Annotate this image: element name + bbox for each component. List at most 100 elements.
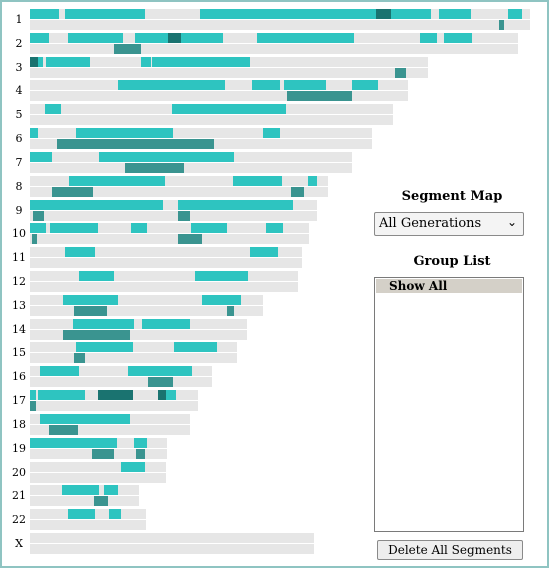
segment-top[interactable] bbox=[352, 80, 378, 90]
chromosome-track-bottom[interactable] bbox=[30, 425, 190, 435]
segment-bottom[interactable] bbox=[33, 211, 44, 221]
segment-top[interactable] bbox=[172, 104, 286, 114]
segment-bottom[interactable] bbox=[92, 449, 114, 459]
segment-bottom[interactable] bbox=[30, 401, 36, 411]
chromosome-track-bottom[interactable] bbox=[30, 187, 328, 197]
segment-top[interactable] bbox=[202, 295, 241, 305]
segment-overlap[interactable] bbox=[30, 57, 38, 67]
chromosome-track-top[interactable] bbox=[30, 295, 263, 305]
segment-overlap[interactable] bbox=[158, 390, 166, 400]
segment-top[interactable] bbox=[284, 80, 326, 90]
segment-bottom[interactable] bbox=[52, 187, 93, 197]
segment-bottom[interactable] bbox=[57, 139, 214, 149]
segment-top[interactable] bbox=[128, 366, 192, 376]
chromosome-track-bottom[interactable] bbox=[30, 91, 408, 101]
segment-top[interactable] bbox=[178, 200, 293, 210]
segment-bottom[interactable] bbox=[136, 449, 145, 459]
segment-top[interactable] bbox=[104, 485, 118, 495]
segment-top[interactable] bbox=[439, 9, 471, 19]
chromosome-track-top[interactable] bbox=[30, 200, 317, 210]
segment-top[interactable] bbox=[73, 319, 134, 329]
chromosome-track-top[interactable] bbox=[30, 247, 302, 257]
chromosome-track-top[interactable] bbox=[30, 128, 372, 138]
segment-top[interactable] bbox=[200, 9, 376, 19]
segment-top[interactable] bbox=[131, 223, 147, 233]
segment-top[interactable] bbox=[109, 509, 121, 519]
segment-bottom[interactable] bbox=[74, 306, 107, 316]
segment-bottom[interactable] bbox=[287, 91, 352, 101]
segment-top[interactable] bbox=[135, 33, 168, 43]
segment-top[interactable] bbox=[152, 57, 250, 67]
chromosome-track-top[interactable] bbox=[30, 533, 314, 543]
segment-overlap[interactable] bbox=[98, 390, 133, 400]
segment-top[interactable] bbox=[165, 390, 176, 400]
chromosome-track-bottom[interactable] bbox=[30, 115, 393, 125]
segment-top[interactable] bbox=[30, 438, 117, 448]
segment-bottom[interactable] bbox=[32, 234, 37, 244]
segment-bottom[interactable] bbox=[125, 163, 184, 173]
segment-bottom[interactable] bbox=[148, 377, 173, 387]
chromosome-track-bottom[interactable] bbox=[30, 163, 352, 173]
chromosome-track-bottom[interactable] bbox=[30, 330, 247, 340]
segment-top[interactable] bbox=[266, 223, 283, 233]
segment-top[interactable] bbox=[40, 366, 79, 376]
segment-top[interactable] bbox=[76, 128, 173, 138]
segment-bottom[interactable] bbox=[227, 306, 234, 316]
segment-top[interactable] bbox=[38, 390, 85, 400]
segment-bottom[interactable] bbox=[114, 44, 141, 54]
chromosome-track-top[interactable] bbox=[30, 342, 237, 352]
chromosome-track-bottom[interactable] bbox=[30, 473, 166, 483]
chromosome-track-top[interactable] bbox=[30, 319, 247, 329]
segment-top[interactable] bbox=[30, 33, 49, 43]
delete-all-segments-button[interactable]: Delete All Segments bbox=[377, 540, 523, 560]
chromosome-track-bottom[interactable] bbox=[30, 306, 263, 316]
chromosome-track-bottom[interactable] bbox=[30, 496, 139, 506]
chromosome-track-bottom[interactable] bbox=[30, 401, 198, 411]
segment-top[interactable] bbox=[444, 33, 472, 43]
group-list-item-show-all[interactable]: Show All bbox=[376, 279, 522, 293]
segment-top[interactable] bbox=[195, 271, 248, 281]
chromosome-track-bottom[interactable] bbox=[30, 68, 428, 78]
segment-top[interactable] bbox=[30, 152, 52, 162]
segment-top[interactable] bbox=[38, 57, 43, 67]
generation-select[interactable]: All Generations ⌄ bbox=[374, 212, 524, 236]
segment-bottom[interactable] bbox=[49, 425, 78, 435]
segment-top[interactable] bbox=[118, 80, 225, 90]
segment-top[interactable] bbox=[65, 9, 145, 19]
chromosome-track-bottom[interactable] bbox=[30, 282, 298, 292]
segment-bottom[interactable] bbox=[291, 187, 304, 197]
segment-top[interactable] bbox=[69, 176, 165, 186]
segment-bottom[interactable] bbox=[499, 20, 504, 30]
segment-bottom[interactable] bbox=[94, 496, 108, 506]
segment-top[interactable] bbox=[257, 33, 354, 43]
segment-top[interactable] bbox=[391, 9, 431, 19]
chromosome-track-bottom[interactable] bbox=[30, 544, 314, 554]
segment-top[interactable] bbox=[420, 33, 437, 43]
segment-top[interactable] bbox=[68, 33, 123, 43]
chromosome-track-top[interactable] bbox=[30, 366, 212, 376]
segment-overlap[interactable] bbox=[376, 9, 391, 19]
segment-top[interactable] bbox=[250, 247, 278, 257]
segment-bottom[interactable] bbox=[395, 68, 406, 78]
chromosome-track-bottom[interactable] bbox=[30, 520, 146, 530]
chromosome-track-top[interactable] bbox=[30, 223, 309, 233]
segment-top[interactable] bbox=[99, 152, 234, 162]
group-list[interactable]: Show All bbox=[374, 277, 524, 532]
segment-top[interactable] bbox=[30, 200, 163, 210]
segment-top[interactable] bbox=[141, 57, 151, 67]
segment-top[interactable] bbox=[181, 33, 223, 43]
segment-bottom[interactable] bbox=[178, 234, 202, 244]
segment-bottom[interactable] bbox=[63, 330, 130, 340]
chromosome-track-bottom[interactable] bbox=[30, 258, 302, 268]
chromosome-track-bottom[interactable] bbox=[30, 20, 530, 30]
segment-top[interactable] bbox=[68, 509, 95, 519]
segment-top[interactable] bbox=[263, 128, 280, 138]
chromosome-track-bottom[interactable] bbox=[30, 211, 317, 221]
segment-bottom[interactable] bbox=[74, 353, 85, 363]
segment-top[interactable] bbox=[40, 414, 130, 424]
segment-top[interactable] bbox=[233, 176, 282, 186]
segment-top[interactable] bbox=[62, 485, 99, 495]
segment-top[interactable] bbox=[46, 57, 90, 67]
segment-top[interactable] bbox=[30, 9, 59, 19]
segment-top[interactable] bbox=[45, 104, 61, 114]
